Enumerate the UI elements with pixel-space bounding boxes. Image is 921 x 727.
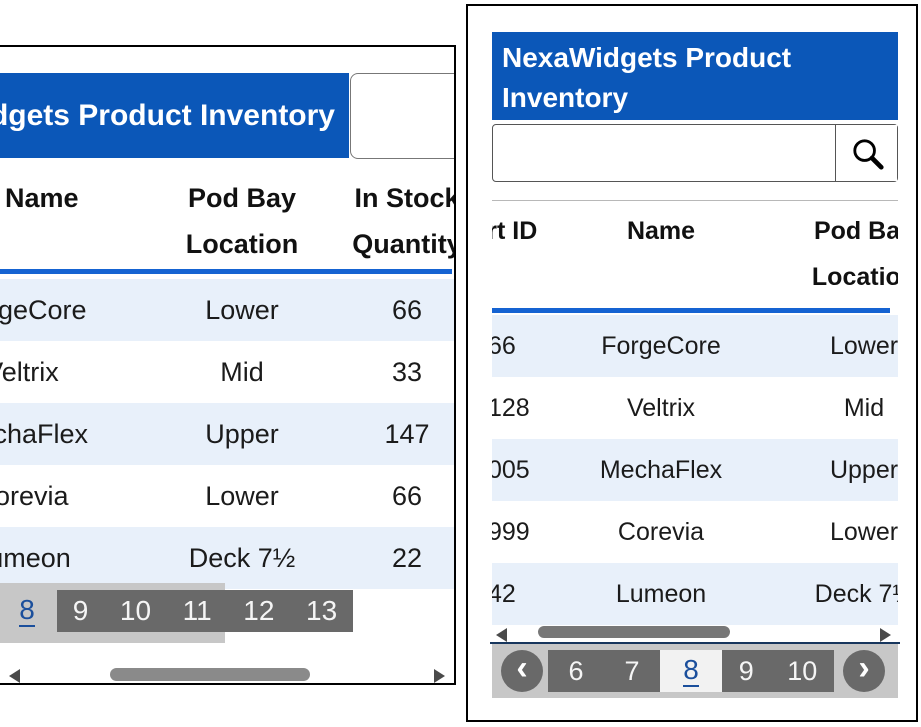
cell-part-id: 66 <box>492 332 516 360</box>
column-header-pod-bay-location: Pod Bay Location <box>811 217 898 291</box>
prev-page-button[interactable]: ‹ <box>501 649 543 692</box>
search-input[interactable] <box>493 125 835 181</box>
cell-part-id: 005 <box>492 456 530 484</box>
search-button[interactable] <box>835 125 897 181</box>
search-icon <box>852 139 884 170</box>
column-header-part-id: Part ID <box>492 217 538 245</box>
page-number[interactable]: 13 <box>306 595 338 626</box>
cell-pod-bay-location: Mid <box>220 357 264 387</box>
page-title: NexaWidgets Product Inventory <box>492 32 898 120</box>
panel-right-viewport: NexaWidgets Product Inventory Part ID Na… <box>466 4 918 722</box>
table-row: 66 ForgeCore Lower <box>492 315 898 377</box>
page-number[interactable]: 6 <box>568 655 584 686</box>
page-current[interactable]: 8 <box>9 590 45 632</box>
cell-pod-bay-location: Lower <box>829 518 898 546</box>
table-row: 999 Corevia Lower <box>492 501 898 563</box>
cell-part-id: 128 <box>492 394 530 422</box>
h-scrollbar-thumb[interactable] <box>110 668 310 681</box>
table-row: Corevia Lower 66 <box>0 465 454 527</box>
h-scrollbar-thumb[interactable] <box>538 626 730 638</box>
table-row: MechaFlex Upper 147 <box>0 403 454 465</box>
cell-name: Corevia <box>617 518 705 546</box>
table-row: Veltrix Mid 33 <box>0 341 454 403</box>
table-row: 42 Lumeon Deck 7½ <box>492 563 898 625</box>
table-row: ForgeCore Lower 66 <box>0 279 454 341</box>
page-title: NexaWidgets Product Inventory <box>0 73 349 158</box>
search-input[interactable] <box>350 73 454 159</box>
cell-name: Lumeon <box>0 543 71 573</box>
column-header-in-stock-quantity: In Stock Quantity <box>352 183 456 259</box>
column-header-pod-bay-location: Pod Bay Location <box>185 183 299 259</box>
page-number[interactable]: 10 <box>787 655 818 686</box>
cell-pod-bay-location: Lower <box>205 481 279 511</box>
page-number[interactable]: 11 <box>182 595 212 626</box>
cell-name: Veltrix <box>626 394 696 422</box>
column-header-name: Name <box>5 183 79 213</box>
page-current[interactable]: 8 <box>660 650 722 692</box>
table-row: Lumeon Deck 7½ 22 <box>0 527 454 589</box>
cell-pod-bay-location: Upper <box>205 419 279 449</box>
cell-name: ForgeCore <box>0 295 87 325</box>
scroll-left-arrow-icon[interactable] <box>496 628 507 642</box>
cell-part-id: 999 <box>492 518 530 546</box>
header-underline <box>0 269 452 274</box>
scroll-right-arrow-icon[interactable] <box>880 628 891 642</box>
pagination-pages: 9 10 <box>722 650 834 692</box>
cell-name: MechaFlex <box>599 456 723 484</box>
table-body: ForgeCore Lower 66 Veltrix Mid 33 MechaF… <box>0 279 454 589</box>
cell-name: Lumeon <box>615 580 707 608</box>
table-body: 66 ForgeCore Lower 128 Veltrix Mid 005 M… <box>492 315 898 627</box>
cell-pod-bay-location: Mid <box>843 394 885 422</box>
chevron-left-icon: ‹ <box>516 649 528 687</box>
cell-name: Corevia <box>0 481 69 511</box>
cell-name: Veltrix <box>0 357 59 387</box>
search-bar <box>492 124 898 182</box>
next-page-button[interactable]: › <box>843 649 885 692</box>
cell-pod-bay-location: Deck 7½ <box>814 580 898 608</box>
grid-bottom-border <box>490 642 900 644</box>
table-row: 005 MechaFlex Upper <box>492 439 898 501</box>
cell-pod-bay-location: Upper <box>829 456 898 484</box>
page-number[interactable]: 7 <box>624 655 640 686</box>
cell-name: MechaFlex <box>0 419 89 449</box>
pagination-pages: 6 7 <box>548 650 660 692</box>
cell-pod-bay-location: Lower <box>829 332 898 360</box>
cell-in-stock-quantity: 66 <box>391 295 423 325</box>
table-header-row: Part ID Name Pod Bay Location <box>492 206 898 308</box>
column-header-name: Name <box>626 217 696 245</box>
cell-pod-bay-location: Lower <box>205 295 279 325</box>
cell-in-stock-quantity: 147 <box>384 419 430 449</box>
scroll-left-arrow-icon[interactable] <box>9 669 20 683</box>
divider <box>492 200 898 201</box>
cell-name: ForgeCore <box>601 332 721 360</box>
cell-in-stock-quantity: 33 <box>391 357 423 387</box>
table-row: 128 Veltrix Mid <box>492 377 898 439</box>
cell-part-id: 42 <box>492 580 516 608</box>
cell-pod-bay-location: Deck 7½ <box>188 543 296 573</box>
page-number[interactable]: 12 <box>243 595 275 626</box>
cell-in-stock-quantity: 66 <box>391 481 423 511</box>
scroll-right-arrow-icon[interactable] <box>434 669 445 683</box>
header-underline <box>492 308 890 313</box>
pagination-bar: ‹ 6 7 8 9 10 › <box>492 644 898 698</box>
page-number[interactable]: 9 <box>72 595 89 626</box>
panel-left-viewport: NexaWidgets Product Inventory Name Pod B… <box>0 45 456 685</box>
pagination-pages: 9 10 11 12 13 <box>57 590 353 632</box>
page-number[interactable]: 10 <box>119 595 152 626</box>
cell-in-stock-quantity: 22 <box>391 543 423 573</box>
chevron-right-icon: › <box>858 649 870 687</box>
page-number[interactable]: 9 <box>738 655 754 686</box>
table-header-row: Name Pod Bay Location In Stock Quantity <box>0 175 456 267</box>
page-title-text: NexaWidgets Product Inventory <box>0 98 335 132</box>
